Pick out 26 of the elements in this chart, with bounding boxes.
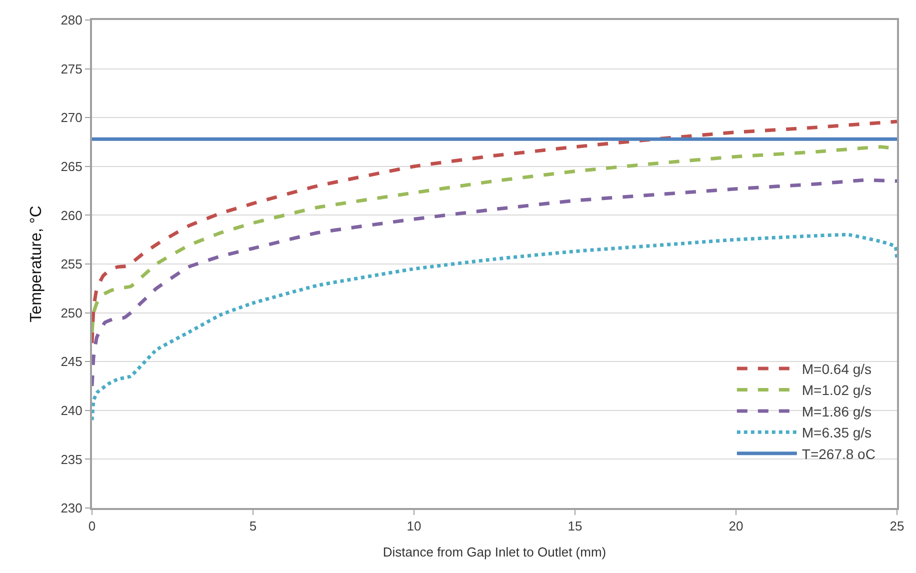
line-series	[92, 232, 897, 422]
y-axis-title: Temperature, °C	[28, 206, 46, 322]
legend-label: M=6.35 g/s	[802, 424, 872, 441]
y-tick-label: 245	[60, 354, 82, 370]
x-tick-label: 10	[406, 518, 422, 534]
x-tick-label: 0	[88, 518, 96, 534]
legend-label: T=267.8 oC	[802, 446, 876, 462]
y-tick-label: 275	[60, 61, 82, 76]
x-tick-label: 20	[728, 518, 744, 534]
y-tick-label: 270	[60, 110, 82, 126]
legend-label: M=1.02 g/s	[802, 382, 872, 398]
x-tick-label: 25	[890, 518, 904, 534]
y-tick-label: 250	[60, 305, 82, 320]
y-tick-label: 230	[60, 500, 82, 516]
x-axis-title: Distance from Gap Inlet to Outlet (mm)	[382, 544, 606, 560]
y-tick-label: 265	[60, 158, 82, 174]
legend-label: M=1.86 g/s	[802, 403, 872, 420]
y-tick-label: 235	[60, 452, 82, 467]
y-tick-label: 255	[60, 256, 82, 272]
legend-label: M=0.64 g/s	[802, 361, 872, 378]
y-tick-label: 240	[60, 402, 82, 418]
x-tick-label: 5	[249, 518, 257, 534]
y-tick-label: 280	[60, 12, 82, 28]
x-tick-label: 15	[568, 518, 582, 534]
line-series	[92, 120, 897, 345]
y-tick-label: 260	[60, 208, 82, 223]
